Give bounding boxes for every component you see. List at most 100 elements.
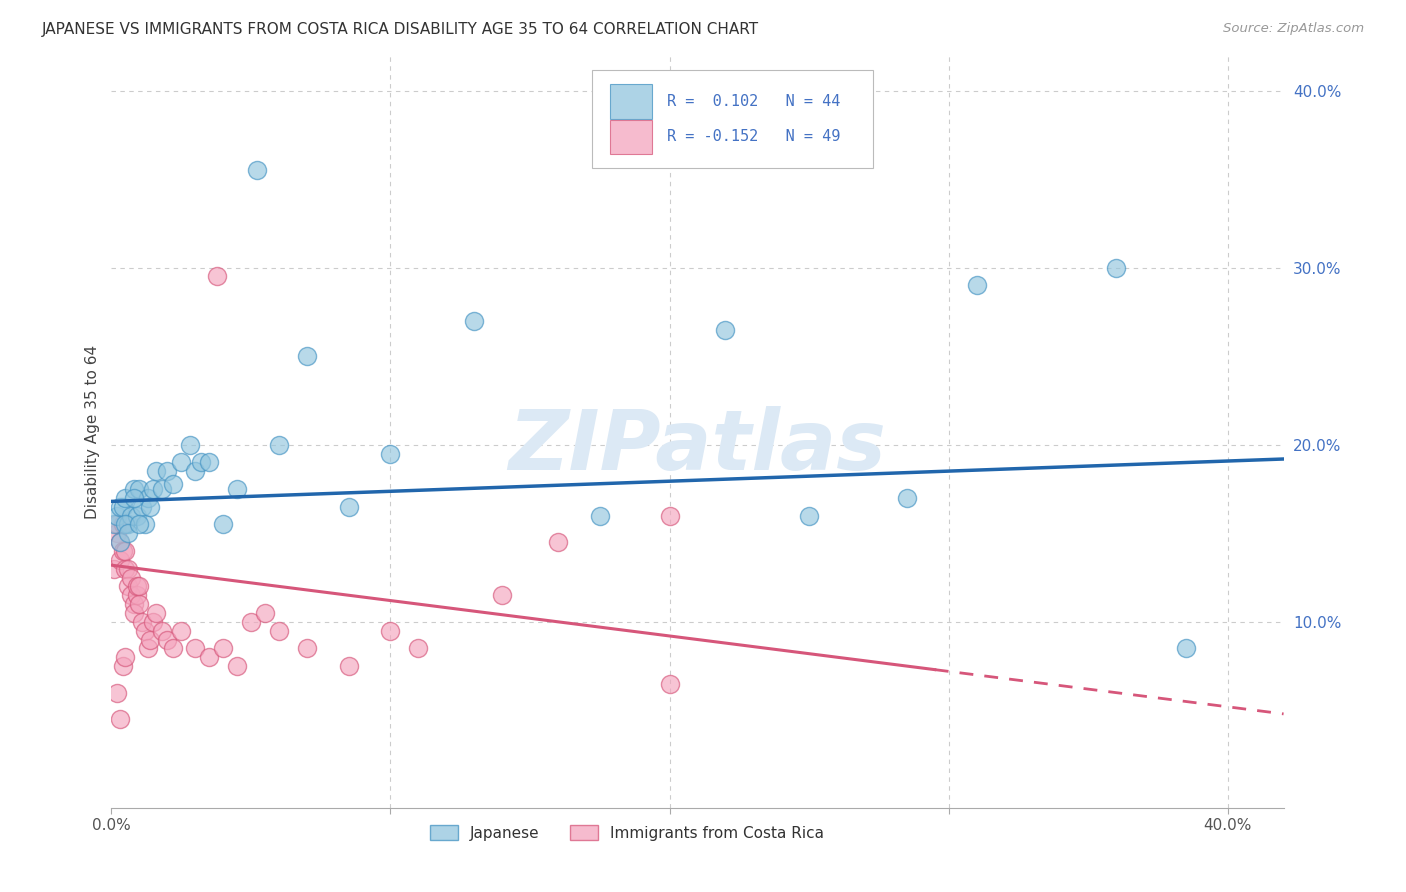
- Point: [117, 526, 139, 541]
- Point: [114, 517, 136, 532]
- Point: [212, 517, 235, 532]
- Point: [128, 482, 150, 496]
- Legend: Japanese, Immigrants from Costa Rica: Japanese, Immigrants from Costa Rica: [426, 821, 828, 846]
- Point: [111, 659, 134, 673]
- Point: [714, 323, 737, 337]
- Text: JAPANESE VS IMMIGRANTS FROM COSTA RICA DISABILITY AGE 35 TO 64 CORRELATION CHART: JAPANESE VS IMMIGRANTS FROM COSTA RICA D…: [42, 22, 759, 37]
- Point: [136, 491, 159, 505]
- Point: [136, 641, 159, 656]
- Point: [111, 544, 134, 558]
- Point: [267, 624, 290, 638]
- Point: [108, 500, 131, 514]
- Point: [142, 482, 165, 496]
- Point: [547, 535, 569, 549]
- Point: [797, 508, 820, 523]
- Point: [117, 579, 139, 593]
- Point: [207, 269, 229, 284]
- Point: [491, 588, 513, 602]
- Point: [170, 624, 193, 638]
- Point: [108, 535, 131, 549]
- Point: [122, 482, 145, 496]
- Point: [125, 579, 148, 593]
- Point: [463, 314, 485, 328]
- Point: [267, 438, 290, 452]
- Point: [122, 597, 145, 611]
- Point: [179, 438, 201, 452]
- Point: [253, 606, 276, 620]
- FancyBboxPatch shape: [610, 85, 652, 120]
- Point: [337, 659, 360, 673]
- Point: [380, 446, 402, 460]
- Point: [134, 624, 156, 638]
- Point: [111, 517, 134, 532]
- Point: [150, 624, 173, 638]
- Point: [380, 624, 402, 638]
- Point: [408, 641, 430, 656]
- Point: [114, 650, 136, 665]
- Point: [131, 500, 153, 514]
- Point: [114, 491, 136, 505]
- Point: [105, 517, 128, 532]
- Point: [184, 641, 207, 656]
- Point: [589, 508, 612, 523]
- Point: [111, 500, 134, 514]
- Point: [114, 562, 136, 576]
- Point: [128, 579, 150, 593]
- Point: [184, 464, 207, 478]
- Y-axis label: Disability Age 35 to 64: Disability Age 35 to 64: [86, 344, 100, 518]
- Point: [156, 464, 179, 478]
- Point: [103, 517, 125, 532]
- Point: [131, 615, 153, 629]
- Point: [103, 562, 125, 576]
- Point: [337, 500, 360, 514]
- Point: [128, 517, 150, 532]
- Point: [122, 491, 145, 505]
- Point: [108, 553, 131, 567]
- Point: [122, 606, 145, 620]
- Text: R =  0.102   N = 44: R = 0.102 N = 44: [666, 94, 841, 109]
- Point: [245, 163, 267, 178]
- Point: [150, 482, 173, 496]
- FancyBboxPatch shape: [610, 120, 652, 154]
- Point: [108, 535, 131, 549]
- Point: [198, 455, 221, 469]
- Point: [156, 632, 179, 647]
- Point: [120, 570, 142, 584]
- Point: [162, 476, 184, 491]
- Text: ZIPatlas: ZIPatlas: [509, 406, 886, 487]
- Point: [239, 615, 262, 629]
- Point: [125, 588, 148, 602]
- Point: [120, 588, 142, 602]
- Point: [190, 455, 212, 469]
- Point: [226, 659, 249, 673]
- Point: [145, 606, 167, 620]
- Point: [139, 632, 162, 647]
- Point: [162, 641, 184, 656]
- Point: [295, 641, 318, 656]
- Point: [120, 508, 142, 523]
- Point: [105, 526, 128, 541]
- Point: [145, 464, 167, 478]
- Text: R = -0.152   N = 49: R = -0.152 N = 49: [666, 129, 841, 144]
- Point: [170, 455, 193, 469]
- Point: [295, 349, 318, 363]
- Point: [896, 491, 918, 505]
- Point: [226, 482, 249, 496]
- Point: [117, 517, 139, 532]
- Point: [108, 712, 131, 726]
- Text: Source: ZipAtlas.com: Source: ZipAtlas.com: [1223, 22, 1364, 36]
- Point: [117, 562, 139, 576]
- Point: [105, 686, 128, 700]
- Point: [142, 615, 165, 629]
- Point: [1105, 260, 1128, 275]
- Point: [966, 278, 988, 293]
- Point: [658, 677, 681, 691]
- FancyBboxPatch shape: [592, 70, 873, 168]
- Point: [139, 500, 162, 514]
- Point: [1174, 641, 1197, 656]
- Point: [212, 641, 235, 656]
- Point: [134, 517, 156, 532]
- Point: [125, 508, 148, 523]
- Point: [114, 544, 136, 558]
- Point: [105, 508, 128, 523]
